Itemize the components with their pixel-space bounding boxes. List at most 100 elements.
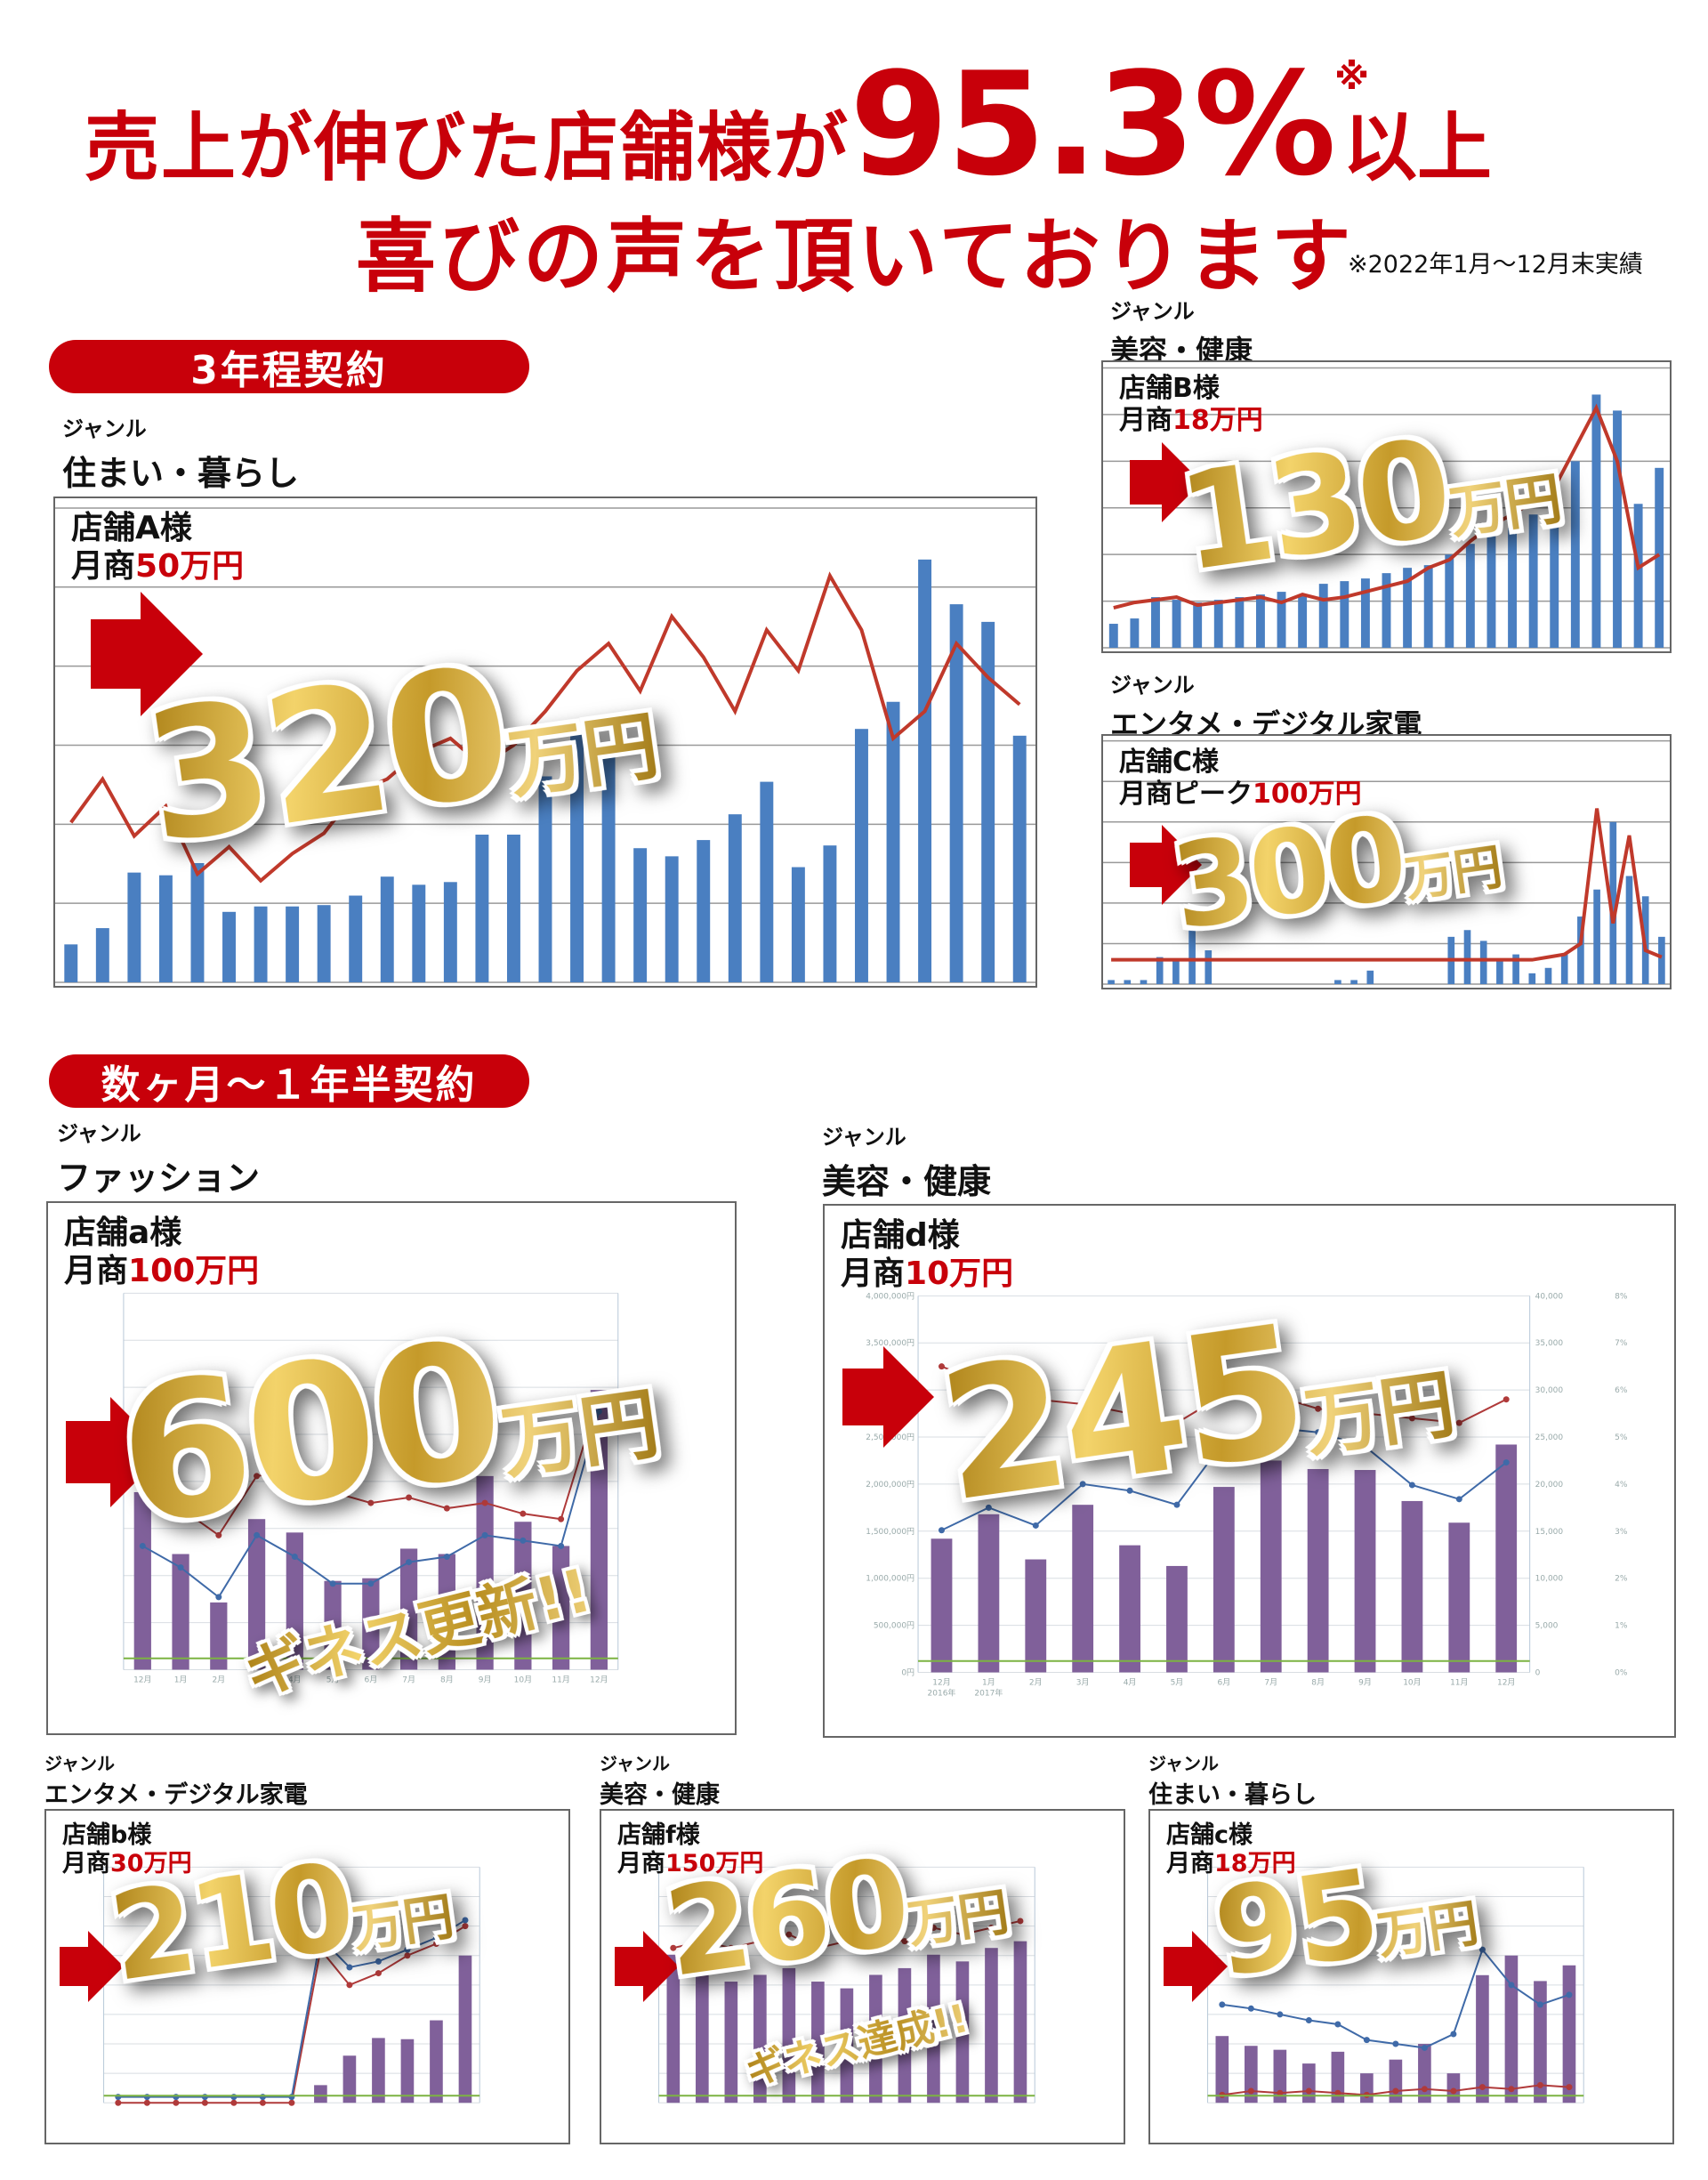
x-tick-label: 4月: [288, 1675, 302, 1684]
bar: [438, 1554, 455, 1670]
bar: [1463, 930, 1471, 984]
x-tick-label: 3月: [1076, 1677, 1090, 1687]
x-tick-label: 9月: [479, 1675, 492, 1684]
y2-tick-label: 15,000: [1535, 1528, 1564, 1537]
bar: [1465, 544, 1475, 648]
line-series-point: [728, 1944, 735, 1951]
before-value: 30万円: [110, 1850, 192, 1877]
bar: [1188, 930, 1196, 984]
result-unit: 万円: [495, 1377, 665, 1490]
bar: [760, 781, 774, 982]
y2-tick-label: 5,000: [1535, 1622, 1559, 1631]
line-series-2-point: [291, 1554, 298, 1561]
bar: [1560, 954, 1568, 984]
bar: [1479, 941, 1487, 984]
line-series-2-point: [1315, 1429, 1322, 1436]
bar: [1215, 2036, 1229, 2103]
line-series-2-point: [346, 1964, 353, 1971]
line-series-2-point: [406, 1559, 413, 1566]
result-unit: 万円: [349, 1886, 457, 1959]
line-series-point: [520, 1510, 527, 1517]
line-series-2-point: [1478, 1946, 1486, 1953]
line-series-2-point: [1503, 1459, 1510, 1466]
before-value: 10万円: [905, 1256, 1014, 1293]
line-series-point: [259, 2099, 266, 2106]
bar: [1235, 597, 1245, 648]
line-series-2-point: [1334, 2021, 1341, 2028]
before-label: 月商: [841, 1256, 906, 1293]
bar: [1213, 600, 1223, 648]
section-pill-short-contract: 数ヶ月〜１年半契約: [49, 1054, 529, 1108]
store-label: 店舗d様 月商10万円: [841, 1216, 1013, 1293]
bar: [1151, 597, 1160, 648]
line-series-point: [1421, 2086, 1428, 2093]
line-series-point: [1017, 1918, 1024, 1925]
line-series-2-point: [1305, 2017, 1312, 2024]
line-series-point: [1334, 2089, 1341, 2096]
bar: [1273, 2049, 1287, 2103]
bar: [362, 1578, 380, 1670]
bar: [696, 1974, 709, 2103]
bar: [475, 834, 489, 982]
bar: [1255, 594, 1265, 648]
genre-a: ジャンル ファッション: [57, 1116, 260, 1199]
line-series-point: [1126, 1410, 1133, 1417]
before-label: 月商: [1166, 1850, 1214, 1878]
line-series: [1113, 403, 1661, 610]
line-series-point: [1315, 1405, 1322, 1412]
line-series-2-point: [938, 1527, 945, 1534]
y2-tick-label: 25,000: [1535, 1433, 1564, 1442]
bar: [886, 701, 900, 982]
before-value: 50万円: [135, 548, 245, 585]
genre-caption: ジャンル: [822, 1125, 906, 1150]
line-series-2-point: [1277, 2011, 1284, 2018]
bar: [981, 621, 995, 982]
bar: [133, 1491, 151, 1670]
genre-caption: ジャンル: [44, 1753, 115, 1774]
bar: [1108, 624, 1118, 648]
before-label: 月商: [62, 1850, 110, 1878]
bar: [380, 876, 394, 982]
line-series-point: [987, 1925, 995, 1932]
store-before: 月商50万円: [71, 547, 244, 585]
line-series-2-point: [1455, 1496, 1462, 1503]
x-tick-label: 10月: [514, 1675, 532, 1684]
bar: [190, 862, 205, 982]
bar: [1307, 1468, 1329, 1673]
line-series-point: [404, 1952, 411, 1959]
line-series: [1111, 808, 1663, 962]
line-series-2-point: [1363, 2037, 1370, 2044]
bar: [1445, 554, 1454, 648]
bar: [1172, 600, 1181, 648]
bar: [443, 882, 457, 982]
before-label: 月商: [64, 1253, 129, 1290]
bar: [1550, 488, 1559, 648]
before-value: 18万円: [1214, 1850, 1296, 1877]
store-before: 月商10万円: [841, 1255, 1013, 1293]
chart-card-store-b: 店舗b様月商30万円210万円: [44, 1809, 570, 2144]
line-series-point: [254, 1473, 261, 1480]
x-tick-label: 8月: [1311, 1677, 1325, 1687]
genre-caption: ジャンル: [1110, 299, 1195, 324]
line-series-point: [201, 2099, 208, 2106]
line-series-2-point: [1219, 2001, 1226, 2008]
line-series-2-point: [230, 2094, 238, 2101]
store-label: 店舗B様 月商18万円: [1119, 373, 1263, 437]
line-series-point: [1450, 2087, 1457, 2095]
bar: [210, 1602, 228, 1670]
chart-store-b: [103, 1866, 480, 2106]
bar: [1298, 594, 1308, 648]
bar: [1354, 1470, 1376, 1673]
store-label: 店舗b様月商30万円: [62, 1821, 192, 1879]
bar: [1508, 528, 1518, 648]
line-series-point: [786, 1931, 793, 1938]
bar: [898, 1967, 912, 2103]
bar: [1013, 1941, 1027, 2103]
bar: [324, 1580, 342, 1670]
bar: [1476, 1974, 1489, 2103]
y2-tick-label: 30,000: [1535, 1386, 1564, 1395]
line-series-point: [346, 1982, 353, 1989]
line-series-point: [406, 1494, 413, 1501]
bar: [949, 604, 963, 982]
genre-C: ジャンル エンタメ・デジタル家電: [1110, 667, 1422, 743]
